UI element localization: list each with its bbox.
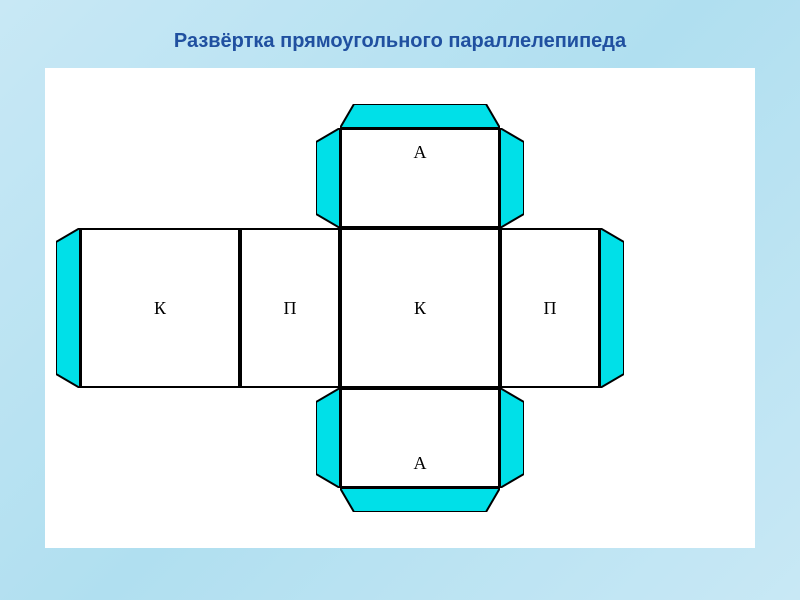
- face-label: К: [414, 298, 426, 319]
- glue-tab: [340, 488, 500, 512]
- face-label: А: [414, 453, 427, 474]
- net-face-K2: К: [340, 228, 500, 388]
- net-face-P2: П: [500, 228, 600, 388]
- glue-tab: [340, 104, 500, 128]
- glue-tab: [500, 388, 524, 488]
- face-label: П: [544, 298, 557, 319]
- net-face-P1: П: [240, 228, 340, 388]
- glue-tab: [56, 228, 80, 388]
- diagram-canvas: К П К П А А: [45, 68, 755, 548]
- diagram-title: Развёртка прямоугольного параллелепипеда: [0, 0, 800, 68]
- net-face-A1: А: [340, 128, 500, 228]
- net-face-A2: А: [340, 388, 500, 488]
- glue-tab: [316, 388, 340, 488]
- glue-tab: [600, 228, 624, 388]
- glue-tab: [316, 128, 340, 228]
- face-label: К: [154, 298, 166, 319]
- face-label: П: [284, 298, 297, 319]
- net-face-K1: К: [80, 228, 240, 388]
- glue-tab: [500, 128, 524, 228]
- face-label: А: [414, 142, 427, 163]
